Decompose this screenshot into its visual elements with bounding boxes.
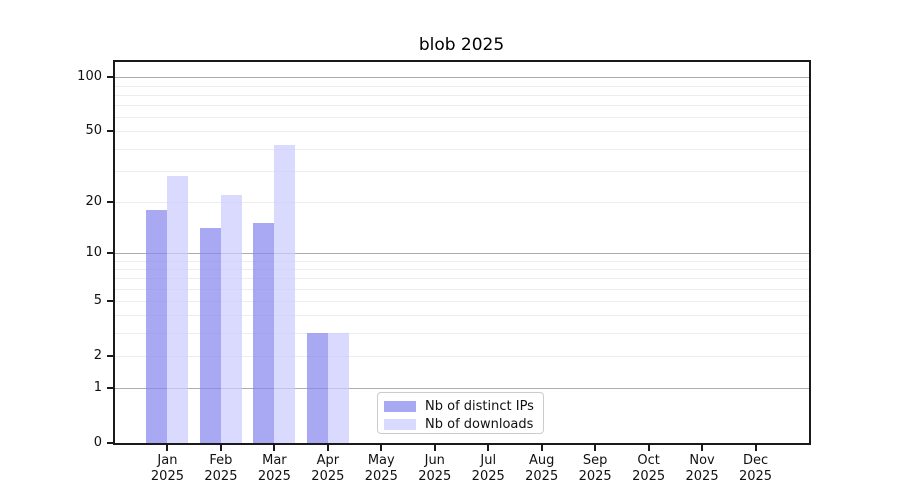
x-tick-label-jun: Jun 2025 <box>418 453 452 484</box>
legend-item-downloads: Nb of downloads <box>384 416 543 433</box>
bar-jan-downloads <box>167 176 189 443</box>
bar-apr-distinct-ips <box>306 333 328 443</box>
y-tick-label: 10 <box>85 244 102 260</box>
y-tick-mark <box>107 300 113 302</box>
chart-title: blob 2025 <box>418 35 505 55</box>
y-tick-mark <box>107 442 113 444</box>
y-tick-mark <box>107 387 113 390</box>
x-tick-label-sep: Sep 2025 <box>578 453 612 484</box>
x-tick-mark <box>166 445 169 451</box>
minor-gridline <box>115 268 809 270</box>
x-tick-mark <box>273 445 276 451</box>
minor-gridline <box>115 355 809 357</box>
minor-gridline <box>115 301 809 302</box>
minor-gridline <box>115 260 809 262</box>
plot-grid-layer <box>115 62 809 443</box>
x-tick-label-may: May 2025 <box>364 453 398 484</box>
bar-jan-distinct-ips <box>146 209 168 443</box>
minor-gridline <box>115 288 809 290</box>
y-tick-label: 5 <box>93 293 102 308</box>
major-gridline <box>115 252 809 254</box>
x-tick-label-oct: Oct 2025 <box>632 453 666 484</box>
legend: Nb of distinct IPs Nb of downloads <box>377 392 544 434</box>
minor-gridline <box>115 85 809 87</box>
x-tick-mark <box>433 445 436 451</box>
y-tick-mark <box>107 76 113 79</box>
minor-gridline <box>115 278 809 280</box>
x-tick-mark <box>326 445 329 451</box>
x-tick-mark <box>487 445 490 451</box>
minor-gridline <box>115 148 809 150</box>
x-tick-mark <box>540 445 543 451</box>
major-gridline <box>115 77 809 79</box>
legend-swatch-downloads <box>384 419 416 430</box>
x-tick-label-apr: Apr 2025 <box>311 453 345 484</box>
x-tick-label-dec: Dec 2025 <box>738 453 773 484</box>
x-tick-label-jul: Jul 2025 <box>471 453 505 484</box>
y-tick-label: 100 <box>77 69 102 85</box>
bar-mar-downloads <box>274 144 296 443</box>
minor-gridline <box>115 105 809 107</box>
x-tick-mark <box>219 445 222 451</box>
y-tick-label: 2 <box>93 347 102 363</box>
x-tick-label-nov: Nov 2025 <box>685 453 719 484</box>
x-tick-mark <box>594 445 597 451</box>
legend-item-distinct-ips: Nb of distinct IPs <box>384 398 543 415</box>
legend-swatch-distinct-ips <box>384 401 416 412</box>
minor-gridline <box>115 170 809 172</box>
x-tick-mark <box>647 445 650 451</box>
y-tick-mark <box>107 200 113 203</box>
x-tick-label-mar: Mar 2025 <box>257 453 291 484</box>
bar-mar-distinct-ips <box>253 223 275 443</box>
x-tick-label-jan: Jan 2025 <box>150 453 184 484</box>
major-gridline <box>115 388 809 390</box>
minor-gridline <box>115 131 809 133</box>
minor-gridline <box>115 201 809 203</box>
y-tick-label: 20 <box>85 193 102 209</box>
legend-label-distinct-ips: Nb of distinct IPs <box>425 399 534 414</box>
legend-label-downloads: Nb of downloads <box>425 417 534 432</box>
x-tick-label-feb: Feb 2025 <box>204 453 238 484</box>
y-tick-mark <box>107 251 113 254</box>
x-tick-mark <box>754 445 757 451</box>
y-tick-mark <box>107 130 113 133</box>
minor-gridline <box>115 117 809 119</box>
y-tick-label: 1 <box>93 380 102 396</box>
x-tick-mark <box>380 445 383 451</box>
bar-apr-downloads <box>327 333 349 443</box>
y-tick-label: 50 <box>85 123 102 139</box>
minor-gridline <box>115 333 809 335</box>
y-tick-label: 0 <box>93 435 102 450</box>
y-tick-mark <box>107 354 113 357</box>
minor-gridline <box>115 94 809 96</box>
minor-gridline <box>115 315 809 317</box>
x-tick-mark <box>701 445 704 451</box>
bar-feb-downloads <box>220 194 242 443</box>
bar-feb-distinct-ips <box>199 228 221 443</box>
x-tick-label-aug: Aug 2025 <box>525 453 559 484</box>
